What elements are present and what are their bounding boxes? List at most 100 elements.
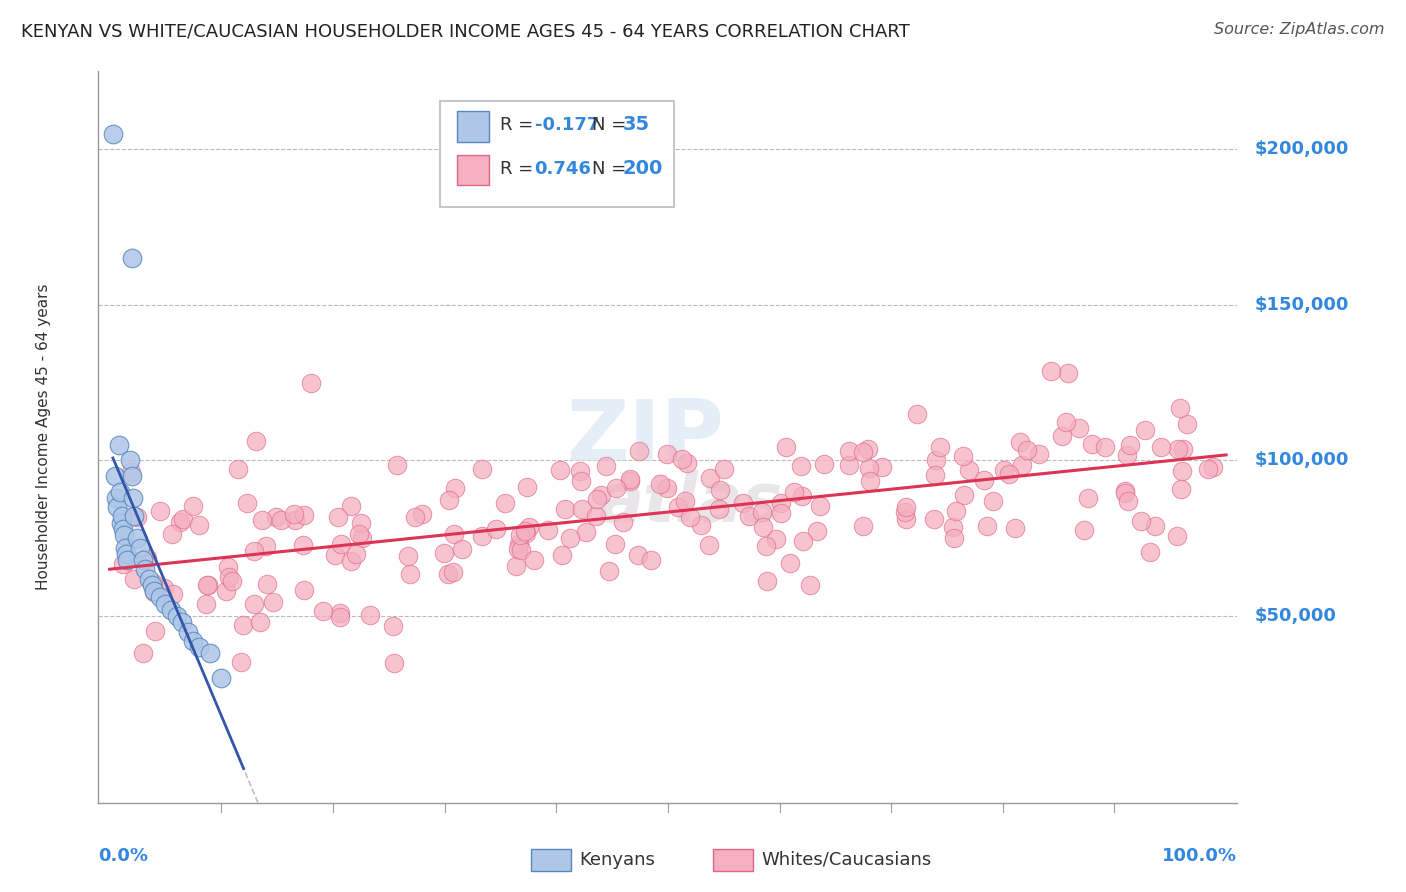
Point: [1139, 545, 1161, 559]
Point: [707, 501, 730, 516]
Point: [256, 577, 278, 591]
Point: [218, 570, 240, 584]
Point: [329, 607, 352, 621]
Point: [198, 647, 221, 661]
Point: [650, 477, 672, 491]
Point: [551, 548, 574, 562]
Point: [350, 532, 373, 546]
Point: [713, 462, 735, 476]
Point: [668, 500, 690, 514]
Point: [755, 539, 778, 553]
Point: [110, 516, 132, 530]
Point: [340, 499, 363, 513]
Point: [1135, 423, 1157, 437]
Point: [312, 604, 335, 618]
Point: [1008, 435, 1031, 450]
Point: [299, 376, 322, 390]
Point: [981, 494, 1004, 508]
Point: [1129, 514, 1152, 528]
Point: [105, 491, 128, 505]
Point: [1170, 401, 1192, 415]
Point: [894, 500, 917, 514]
Point: [181, 499, 204, 513]
Point: [509, 543, 531, 558]
Point: [905, 407, 928, 421]
Point: [195, 577, 218, 591]
Point: [138, 572, 160, 586]
FancyBboxPatch shape: [440, 101, 673, 207]
Point: [217, 560, 239, 574]
Point: [153, 581, 176, 595]
Point: [894, 512, 917, 526]
Point: [689, 518, 711, 533]
Point: [270, 512, 292, 526]
Text: R =: R =: [501, 160, 540, 178]
Point: [262, 595, 284, 609]
Point: [101, 127, 124, 141]
Point: [127, 531, 149, 545]
Point: [114, 541, 136, 555]
Point: [471, 529, 494, 543]
Point: [779, 556, 801, 570]
Point: [172, 615, 194, 630]
Point: [733, 496, 755, 510]
Point: [292, 538, 315, 552]
Point: [382, 619, 405, 633]
Point: [1067, 421, 1090, 435]
Point: [177, 624, 200, 639]
Point: [188, 517, 211, 532]
Point: [433, 546, 456, 560]
Point: [575, 525, 598, 540]
Point: [122, 491, 145, 505]
Text: $200,000: $200,000: [1254, 140, 1348, 158]
Point: [998, 467, 1021, 482]
Point: [626, 548, 648, 562]
Point: [359, 608, 381, 623]
Point: [236, 495, 259, 509]
Point: [813, 457, 835, 471]
Text: 0.0%: 0.0%: [98, 847, 149, 864]
Point: [160, 603, 183, 617]
Point: [838, 458, 860, 473]
Point: [605, 481, 627, 495]
Text: 100.0%: 100.0%: [1163, 847, 1237, 864]
Point: [806, 524, 828, 539]
Point: [792, 489, 814, 503]
Point: [548, 462, 571, 476]
Point: [132, 553, 155, 567]
Point: [143, 584, 166, 599]
Point: [751, 504, 773, 518]
Text: 0.746: 0.746: [534, 160, 592, 178]
Text: N =: N =: [592, 160, 631, 178]
Point: [673, 494, 696, 508]
Point: [523, 553, 546, 567]
Point: [1054, 415, 1077, 429]
Point: [589, 488, 612, 502]
Point: [769, 506, 792, 520]
Point: [107, 500, 129, 515]
Point: [226, 462, 249, 476]
Point: [515, 524, 537, 539]
Point: [775, 440, 797, 454]
Point: [627, 444, 650, 458]
Point: [1114, 486, 1136, 500]
Point: [471, 461, 494, 475]
Point: [1202, 459, 1225, 474]
Point: [162, 587, 184, 601]
Point: [250, 513, 273, 527]
Point: [120, 465, 142, 479]
Point: [558, 531, 581, 545]
Text: $50,000: $50,000: [1254, 607, 1336, 625]
Point: [598, 564, 620, 578]
Point: [508, 537, 530, 551]
Point: [112, 528, 135, 542]
Point: [709, 483, 731, 498]
Text: R =: R =: [501, 116, 540, 134]
Point: [790, 459, 813, 474]
Point: [922, 512, 945, 526]
Point: [1119, 438, 1142, 452]
Point: [537, 523, 560, 537]
Point: [953, 488, 976, 502]
Point: [671, 451, 693, 466]
FancyBboxPatch shape: [713, 849, 754, 871]
